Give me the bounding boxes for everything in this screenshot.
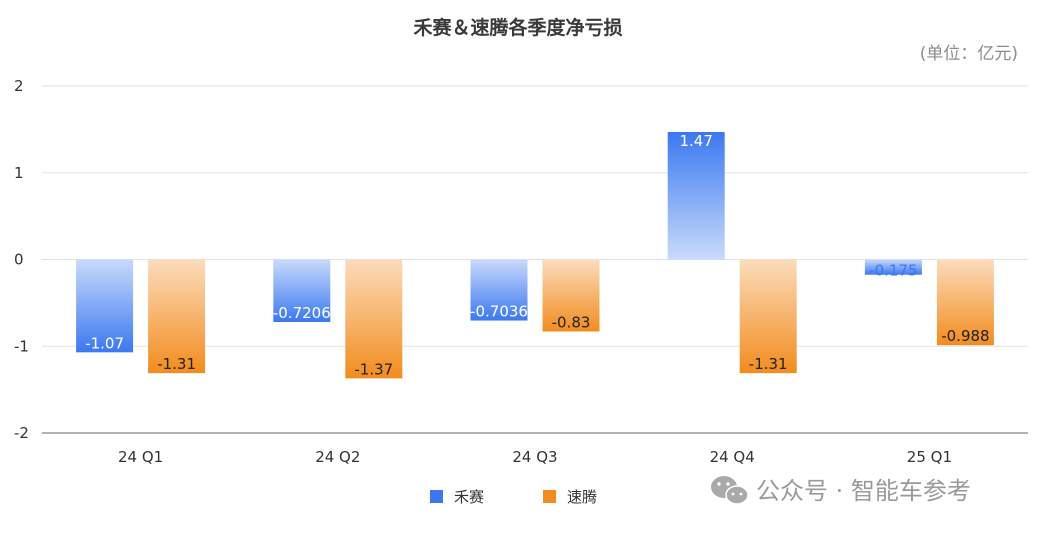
y-tick-label: 1 xyxy=(14,164,24,182)
bar-sutong xyxy=(936,259,994,346)
data-label-heisai: -0.7206 xyxy=(273,304,331,322)
bar-sutong xyxy=(542,259,600,332)
chart-title: 禾赛＆速腾各季度净亏损 xyxy=(413,16,622,39)
data-label-sutong: -1.37 xyxy=(354,360,393,378)
x-category-label: 24 Q4 xyxy=(710,448,755,466)
data-label-heisai: -0.7036 xyxy=(470,303,528,321)
y-tick-label: 0 xyxy=(14,251,24,269)
watermark-text: 公众号 · 智能车参考 xyxy=(756,477,971,505)
legend-label-heisai: 禾赛 xyxy=(454,488,484,506)
data-label-sutong: -1.31 xyxy=(749,355,788,373)
data-label-heisai: -0.175 xyxy=(869,262,917,280)
y-axis-ticks: 2 1 0 -1 -2 xyxy=(14,77,29,442)
data-label-sutong: -0.988 xyxy=(941,327,989,345)
data-label-sutong: -0.83 xyxy=(552,314,591,332)
x-axis-categories: 24 Q1 24 Q2 24 Q3 24 Q4 25 Q1 xyxy=(118,448,952,466)
unit-note: (单位：亿元) xyxy=(920,44,1018,64)
gridlines xyxy=(42,85,1028,434)
x-category-label: 24 Q2 xyxy=(315,448,360,466)
data-label-sutong: -1.31 xyxy=(157,355,196,373)
legend-swatch-heisai xyxy=(430,490,443,503)
watermark: 公众号 · 智能车参考 xyxy=(711,476,971,505)
bar-sutong xyxy=(148,259,206,374)
bar-heisai xyxy=(667,131,725,260)
y-tick-label: 2 xyxy=(14,77,24,95)
bar-sutong xyxy=(739,259,797,374)
bar-heisai xyxy=(76,259,134,353)
data-label-heisai: 1.47 xyxy=(679,132,712,150)
x-category-label: 24 Q1 xyxy=(118,448,163,466)
y-tick-label: -2 xyxy=(14,424,29,442)
bar-heisai xyxy=(470,259,528,321)
bar-sutong xyxy=(345,259,403,379)
wechat-icon xyxy=(711,476,749,505)
bars xyxy=(76,131,994,379)
bar-heisai xyxy=(273,259,331,323)
data-label-heisai: -1.07 xyxy=(85,334,124,352)
y-tick-label: -1 xyxy=(14,337,29,355)
bar-heisai xyxy=(864,259,922,275)
x-category-label: 25 Q1 xyxy=(907,448,952,466)
x-category-label: 24 Q3 xyxy=(512,448,557,466)
legend-label-sutong: 速腾 xyxy=(567,488,597,506)
legend: 禾赛 速腾 xyxy=(430,488,597,506)
data-labels: -1.07 -1.31 -0.7206 -1.37 -0.7036 -0.83 1.47 -1… xyxy=(85,132,989,378)
legend-swatch-sutong xyxy=(543,490,556,503)
